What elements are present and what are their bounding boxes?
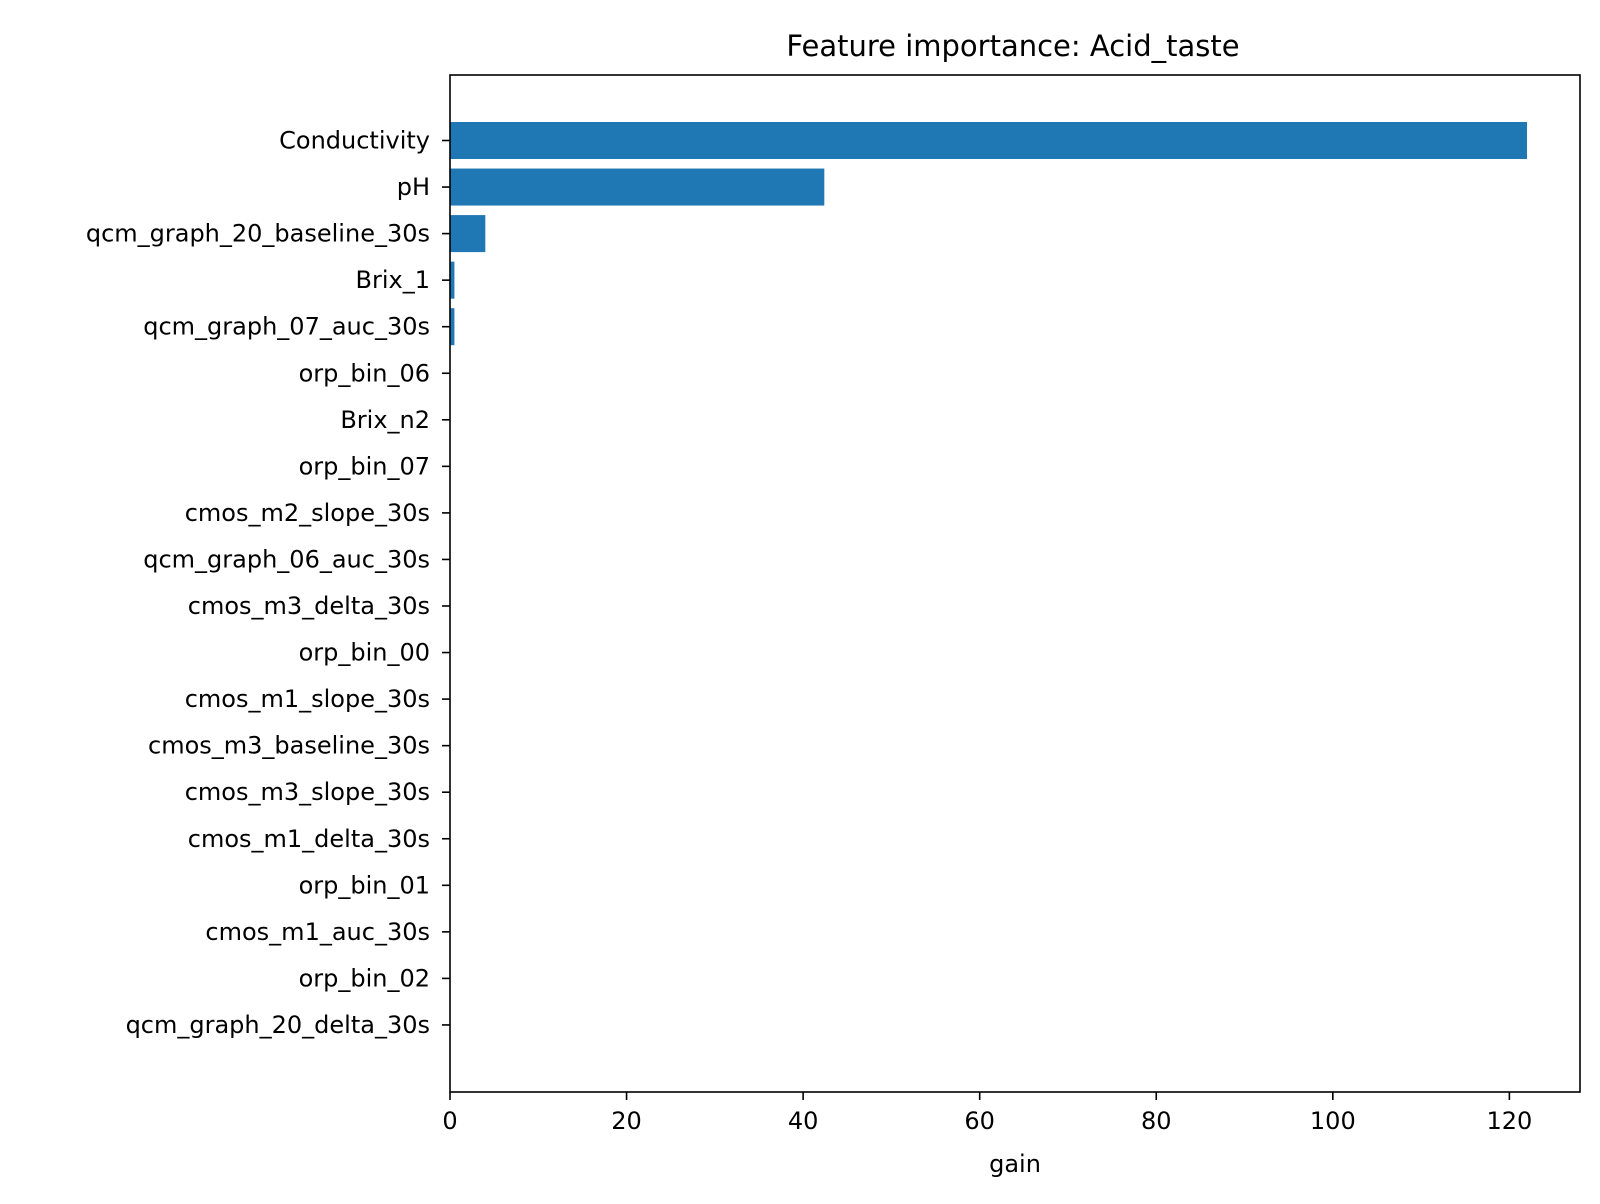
y-tick-label: orp_bin_02 bbox=[299, 964, 430, 992]
y-tick-label: orp_bin_00 bbox=[299, 639, 430, 667]
y-tick-label: cmos_m3_baseline_30s bbox=[148, 732, 430, 760]
y-tick-label: orp_bin_01 bbox=[299, 871, 430, 899]
plot-frame bbox=[449, 74, 1581, 1093]
y-tick-label: cmos_m3_slope_30s bbox=[185, 778, 430, 806]
y-tick-label: orp_bin_07 bbox=[299, 452, 430, 480]
chart-title: Feature importance: Acid_taste bbox=[786, 29, 1239, 63]
y-axis: Conductivity pH qcm_graph_20_baseline_30s B… bbox=[86, 127, 450, 1039]
y-tick-label: orp_bin_06 bbox=[299, 359, 430, 387]
x-axis-title: gain bbox=[989, 1150, 1041, 1178]
x-tick-label: 100 bbox=[1310, 1107, 1356, 1135]
x-tick-label: 80 bbox=[1141, 1107, 1172, 1135]
y-tick-label: cmos_m3_delta_30s bbox=[188, 592, 430, 620]
y-tick-label: Brix_n2 bbox=[340, 406, 430, 434]
bar-pH bbox=[450, 168, 825, 206]
y-tick-label: cmos_m1_slope_30s bbox=[185, 685, 430, 713]
y-tick-label: Conductivity bbox=[279, 127, 430, 155]
y-tick-label: qcm_graph_07_auc_30s bbox=[143, 313, 430, 341]
bar-qcm_graph_20_baseline_30s bbox=[450, 215, 486, 253]
y-tick-label: cmos_m2_slope_30s bbox=[185, 499, 430, 527]
x-tick-label: 20 bbox=[611, 1107, 642, 1135]
y-tick-label: pH bbox=[397, 173, 430, 201]
bar-Conductivity bbox=[450, 122, 1528, 159]
x-tick-label: 0 bbox=[442, 1107, 457, 1135]
y-tick-label: qcm_graph_06_auc_30s bbox=[143, 545, 430, 573]
y-tick-label: cmos_m1_delta_30s bbox=[188, 825, 430, 853]
y-tick-label: qcm_graph_20_delta_30s bbox=[126, 1011, 430, 1039]
y-tick-label: Brix_1 bbox=[356, 266, 430, 294]
bars-layer bbox=[450, 122, 1528, 346]
bar-qcm_graph_07_auc_30s bbox=[450, 308, 455, 346]
y-tick-label: qcm_graph_20_baseline_30s bbox=[86, 220, 430, 248]
x-tick-label: 60 bbox=[964, 1107, 995, 1135]
y-tick-label: cmos_m1_auc_30s bbox=[205, 918, 430, 946]
bar-Brix_1 bbox=[450, 261, 455, 299]
x-tick-label: 40 bbox=[788, 1107, 819, 1135]
x-axis: 0 20 40 60 80 100 120 bbox=[442, 1092, 1532, 1135]
x-tick-label: 120 bbox=[1486, 1107, 1532, 1135]
